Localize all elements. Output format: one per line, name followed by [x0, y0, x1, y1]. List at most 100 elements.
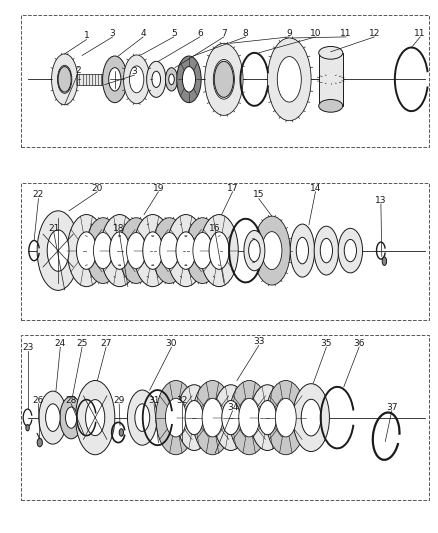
Text: 23: 23: [22, 343, 33, 352]
Text: 32: 32: [177, 395, 187, 405]
Text: 4: 4: [140, 29, 146, 38]
Ellipse shape: [343, 239, 356, 262]
Text: 3: 3: [110, 29, 115, 38]
Ellipse shape: [208, 232, 229, 269]
Ellipse shape: [133, 215, 172, 287]
Text: 37: 37: [385, 402, 397, 411]
Text: 13: 13: [374, 196, 386, 205]
Ellipse shape: [155, 381, 195, 455]
Ellipse shape: [129, 66, 144, 93]
Ellipse shape: [168, 74, 174, 85]
Text: 14: 14: [309, 183, 321, 192]
Text: 22: 22: [33, 190, 44, 199]
Ellipse shape: [201, 398, 223, 437]
Ellipse shape: [166, 215, 205, 287]
Ellipse shape: [213, 385, 248, 450]
Ellipse shape: [126, 232, 145, 269]
Text: 7: 7: [220, 29, 226, 38]
Ellipse shape: [165, 398, 186, 437]
Ellipse shape: [182, 67, 195, 92]
Ellipse shape: [185, 400, 203, 435]
Ellipse shape: [244, 230, 264, 271]
Ellipse shape: [318, 46, 342, 59]
Ellipse shape: [184, 217, 219, 284]
Ellipse shape: [109, 68, 120, 91]
Ellipse shape: [314, 226, 338, 275]
Ellipse shape: [47, 230, 69, 271]
Ellipse shape: [267, 38, 311, 120]
Text: 15: 15: [252, 190, 264, 199]
Ellipse shape: [123, 55, 149, 104]
Text: 2: 2: [75, 66, 80, 75]
Ellipse shape: [275, 398, 296, 437]
Text: 1: 1: [83, 31, 89, 41]
Ellipse shape: [199, 215, 238, 287]
Ellipse shape: [159, 232, 179, 269]
Ellipse shape: [300, 399, 320, 436]
Ellipse shape: [102, 56, 127, 103]
Ellipse shape: [318, 100, 342, 112]
Ellipse shape: [221, 400, 240, 435]
Ellipse shape: [110, 232, 129, 269]
Ellipse shape: [265, 381, 305, 455]
Ellipse shape: [229, 381, 268, 455]
Text: 9: 9: [286, 29, 292, 38]
Ellipse shape: [204, 43, 243, 115]
Text: 19: 19: [152, 183, 164, 192]
Ellipse shape: [213, 60, 234, 99]
Ellipse shape: [192, 232, 212, 269]
Ellipse shape: [75, 381, 115, 455]
Text: 33: 33: [252, 337, 264, 346]
Ellipse shape: [296, 237, 308, 264]
Ellipse shape: [93, 232, 113, 269]
Ellipse shape: [258, 400, 276, 435]
Text: 8: 8: [242, 29, 248, 38]
Ellipse shape: [177, 56, 201, 103]
Text: 31: 31: [148, 395, 159, 405]
Ellipse shape: [177, 385, 211, 450]
Ellipse shape: [85, 217, 120, 284]
Ellipse shape: [261, 232, 281, 270]
Ellipse shape: [250, 385, 284, 450]
Ellipse shape: [76, 232, 96, 269]
Ellipse shape: [119, 429, 123, 436]
Bar: [318, 53, 342, 106]
Text: 16: 16: [209, 224, 220, 233]
Ellipse shape: [176, 232, 195, 269]
Text: 36: 36: [353, 339, 364, 348]
Bar: [75, 74, 102, 85]
Text: 34: 34: [226, 402, 238, 411]
Text: 17: 17: [226, 183, 238, 192]
Ellipse shape: [146, 61, 166, 98]
Text: 26: 26: [33, 395, 44, 405]
Text: 11: 11: [339, 29, 351, 38]
Text: 25: 25: [76, 339, 88, 348]
Ellipse shape: [58, 67, 71, 92]
Ellipse shape: [165, 68, 177, 91]
Ellipse shape: [134, 404, 149, 431]
Ellipse shape: [57, 66, 72, 93]
Text: 24: 24: [54, 339, 66, 348]
Text: 12: 12: [368, 29, 379, 38]
Text: 28: 28: [65, 395, 77, 405]
Ellipse shape: [290, 224, 314, 277]
Text: 30: 30: [166, 339, 177, 348]
Text: 18: 18: [113, 224, 125, 233]
Text: 11: 11: [413, 29, 425, 38]
Text: 6: 6: [197, 29, 202, 38]
Ellipse shape: [214, 61, 233, 98]
Ellipse shape: [238, 398, 259, 437]
Ellipse shape: [51, 54, 78, 105]
Ellipse shape: [292, 384, 328, 451]
Ellipse shape: [46, 404, 60, 431]
Ellipse shape: [277, 56, 300, 102]
Ellipse shape: [152, 217, 186, 284]
Text: 5: 5: [170, 29, 176, 38]
Ellipse shape: [127, 390, 157, 445]
Ellipse shape: [100, 215, 138, 287]
Ellipse shape: [337, 228, 362, 273]
Ellipse shape: [320, 238, 332, 263]
Ellipse shape: [67, 215, 106, 287]
Ellipse shape: [39, 391, 67, 444]
Ellipse shape: [37, 211, 79, 290]
